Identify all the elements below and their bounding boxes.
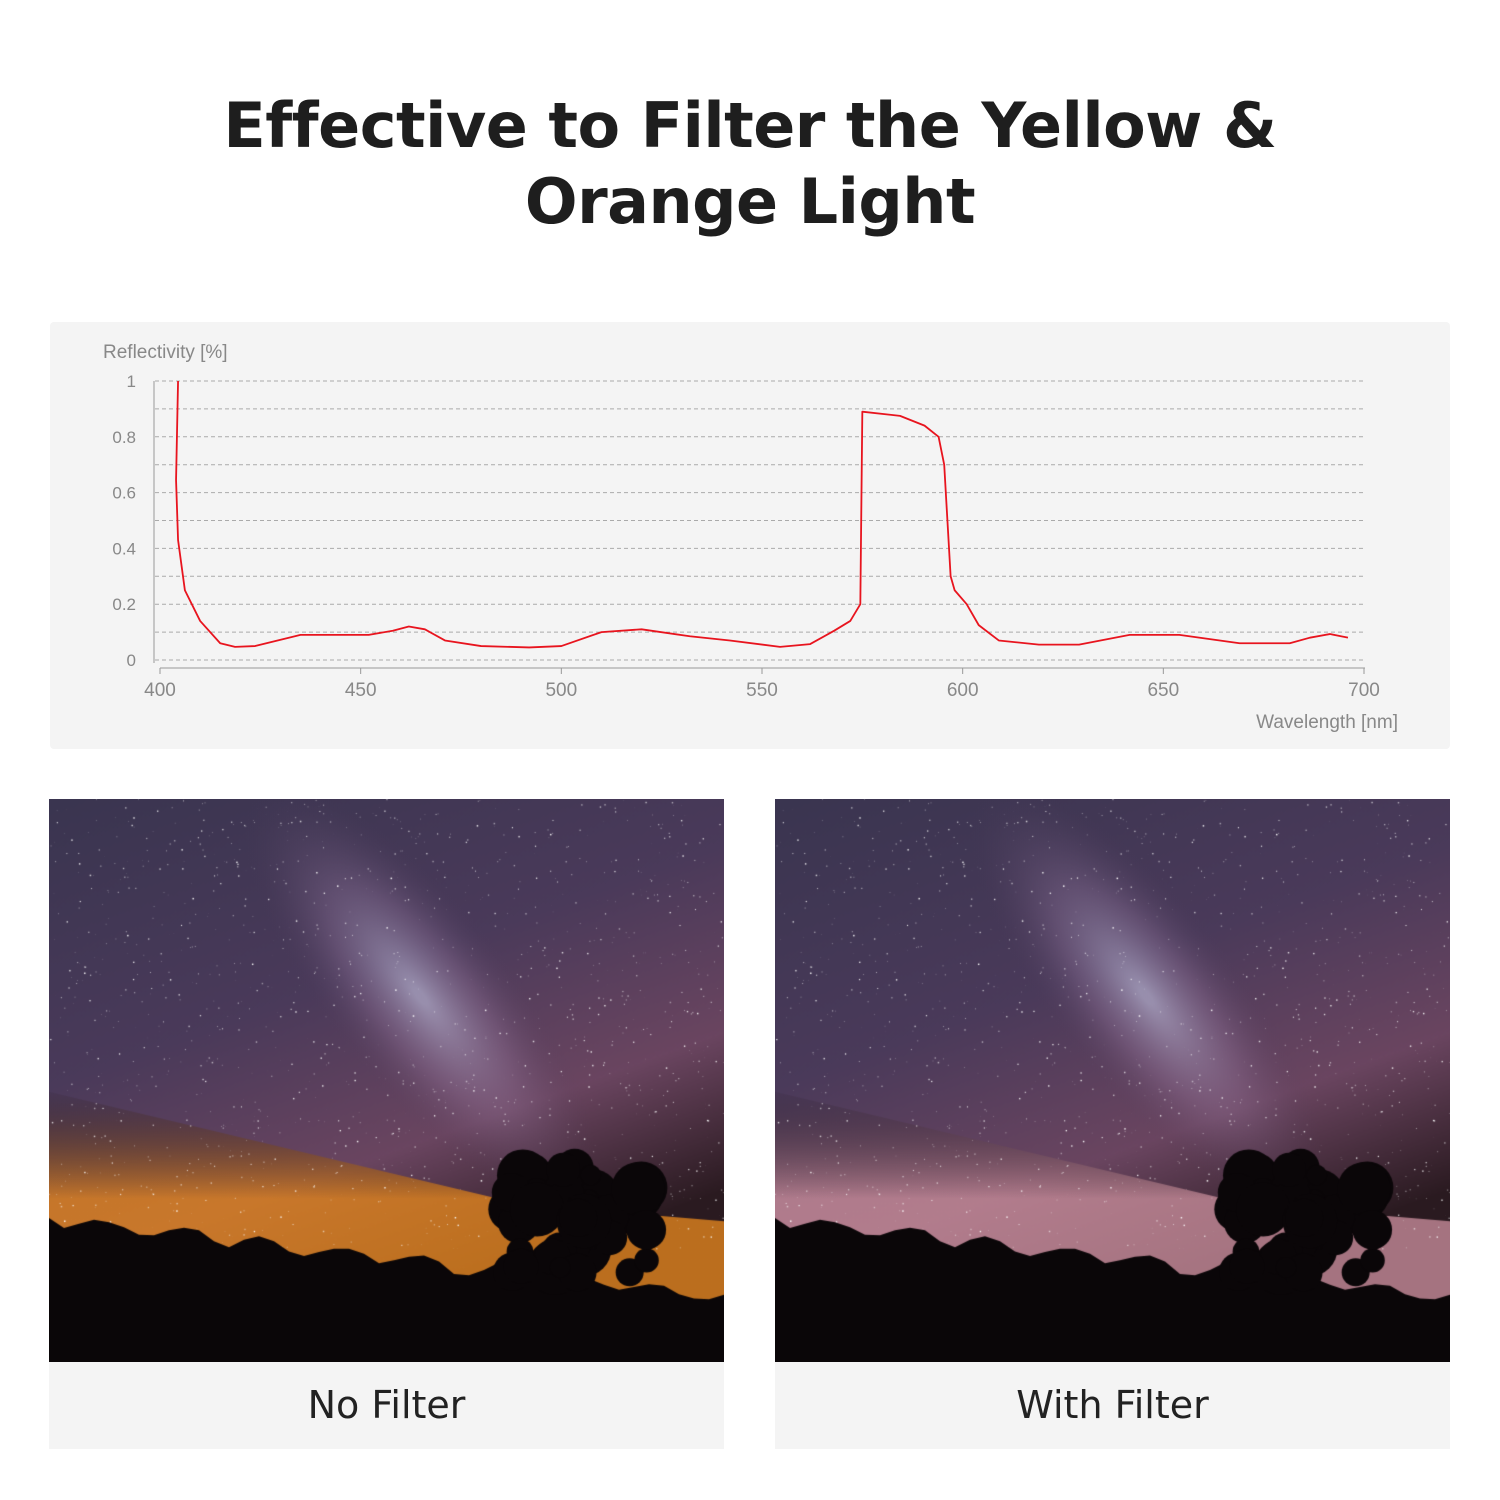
page-title: Effective to Filter the Yellow & Orange … [223,89,1277,238]
y-tick-label: 0.6 [112,484,136,503]
y-tick-label: 1 [127,372,136,391]
x-tick-label: 400 [144,680,176,701]
reflectivity-chart: Reflectivity [%] Wavelength [nm] 0 0.2 0.4… [50,322,1450,749]
photo-no-filter: No Filter [49,799,724,1449]
x-tick-label: 700 [1348,680,1380,701]
night-sky-image-with-filter [775,799,1450,1362]
photo-with-filter: With Filter [775,799,1450,1449]
chart-svg: Reflectivity [%] Wavelength [nm] 0 0.2 0.4… [103,342,1398,733]
x-tick-label: 450 [345,680,377,701]
y-tick-label: 0 [127,651,136,670]
x-tick-label: 500 [545,680,577,701]
y-tick-label: 0.2 [112,595,136,614]
night-sky-image-no-filter [49,799,724,1362]
y-tick-label: 0.4 [112,539,136,558]
reflectivity-line [175,380,1349,649]
x-axis-label: Wavelength [nm] [1256,712,1398,733]
y-axis-label: Reflectivity [%] [103,342,228,363]
x-tick-label: 650 [1147,680,1179,701]
caption-with-filter: With Filter [1016,1383,1209,1427]
x-tick-label: 550 [746,680,778,701]
caption-no-filter: No Filter [307,1383,466,1427]
x-tick-label: 600 [947,680,979,701]
y-tick-label: 0.8 [112,428,136,447]
